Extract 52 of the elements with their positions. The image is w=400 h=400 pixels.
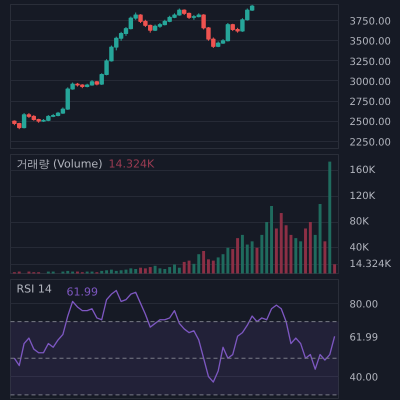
y-tick-label: 3750.00 [350, 16, 391, 28]
bar [212, 260, 215, 274]
bar [222, 254, 224, 274]
y-tick-label: 120K [350, 190, 376, 202]
y-tick-label: 80.00 [350, 299, 378, 310]
bar [256, 248, 258, 274]
bar [188, 260, 191, 274]
bar [216, 257, 220, 274]
bar [274, 228, 278, 274]
bar [120, 270, 123, 274]
y-tick-label: 2750.00 [350, 97, 391, 108]
candlestick [22, 112, 26, 129]
y-tick-label: 80K [350, 216, 370, 228]
annotation: 61.99 [66, 286, 98, 298]
bar [192, 264, 196, 274]
bar [207, 259, 210, 274]
bar [154, 266, 157, 274]
y-tick-label: 3250.00 [350, 56, 391, 68]
bar [124, 270, 128, 274]
y-tick-label: 40.00 [350, 372, 378, 384]
bar [158, 268, 162, 274]
chart-title: RSI 14 [16, 282, 52, 296]
bar [289, 234, 292, 274]
y-tick-label: 2500.00 [350, 117, 391, 128]
y-tick-label: 3500.00 [350, 36, 391, 48]
bar [318, 204, 322, 274]
bar [333, 264, 336, 274]
bar [144, 268, 147, 274]
y-tick-label: 2250.00 [350, 137, 391, 148]
bar [240, 234, 244, 274]
bar [110, 270, 113, 274]
bar [139, 268, 142, 274]
y-tick-label: 40K [350, 242, 370, 254]
y-tick-label: 3000.00 [350, 76, 391, 88]
bar [270, 206, 273, 274]
y-tick-label: 160K [350, 165, 376, 176]
bar [105, 270, 108, 274]
bar [178, 268, 181, 274]
bar [250, 241, 254, 274]
data-label: 61.99 [350, 332, 378, 344]
annotation: 14.324K [108, 158, 155, 170]
bar [173, 264, 176, 274]
bar [304, 228, 307, 274]
bar [284, 225, 288, 274]
bar [202, 250, 206, 274]
bar [323, 241, 326, 274]
bar [308, 222, 312, 274]
chart-title: 거래량 (Volume) [16, 158, 102, 170]
bar [226, 248, 230, 274]
y-tick-label: 14.324K [350, 258, 392, 270]
bar [236, 238, 240, 274]
bar [182, 262, 186, 274]
